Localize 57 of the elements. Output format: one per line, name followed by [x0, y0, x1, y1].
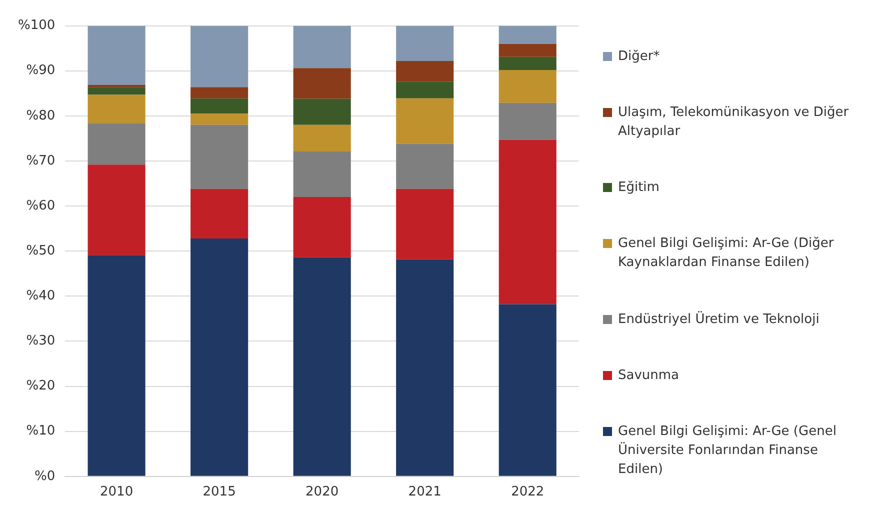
bar [88, 255, 146, 476]
y-tick-label: %20 [26, 378, 56, 394]
bar [498, 140, 556, 304]
bar [293, 98, 351, 125]
x-tick-label: 2022 [511, 484, 544, 500]
x-tick-label: 2020 [306, 484, 339, 500]
bar [396, 26, 454, 61]
y-tick-label: %100 [18, 18, 56, 34]
bar [88, 164, 146, 256]
legend-label: Endüstriyel Üretim ve Teknoloji [618, 310, 820, 329]
bar [190, 114, 248, 125]
bar [396, 98, 454, 144]
bar [88, 87, 146, 95]
bar [498, 102, 556, 140]
legend-label: Genel Bilgi Gelişimi: Ar-Ge (Genel Üniversite Fonlarından Finanse Edilen) [618, 423, 838, 480]
y-tick-label: %30 [26, 334, 56, 349]
bar [498, 44, 556, 57]
y-tick-label: %70 [26, 153, 56, 168]
bar [396, 144, 454, 189]
bar [190, 124, 248, 189]
x-tick-label: 2021 [408, 484, 442, 500]
y-tick-label: %40 [26, 288, 56, 304]
y-tick-label: %0 [34, 468, 56, 484]
bar [293, 124, 351, 152]
bar [498, 70, 556, 103]
bar [498, 304, 556, 476]
bar [88, 123, 146, 165]
bar [190, 98, 248, 114]
bar [396, 188, 454, 260]
legend-label: Diğer* [618, 48, 660, 66]
y-tick-label: %50 [26, 243, 56, 258]
legend-label: Savunma [618, 367, 680, 386]
legend-label: Genel Bilgi Gelişimi: Ar-Ge (Diğer Kaynaklardan Finanse Edilen) [618, 235, 835, 272]
legend-label: Ulaşım, Telekomünikasyon ve Diğer Altyapılar [618, 104, 850, 141]
bar [396, 60, 454, 82]
bar [396, 82, 454, 98]
bar [293, 26, 351, 68]
legend-label: Eğitim [618, 179, 660, 198]
bar [498, 56, 556, 70]
bar [396, 259, 454, 476]
bar [293, 152, 351, 198]
y-tick-label: %80 [26, 108, 56, 124]
y-tick-label: %60 [26, 198, 56, 214]
bar [88, 94, 146, 124]
x-tick-label: 2015 [202, 484, 236, 500]
bar [190, 238, 248, 476]
bar [190, 26, 248, 88]
bar [190, 87, 248, 98]
bar [293, 197, 351, 258]
y-tick-label: %90 [26, 63, 56, 78]
y-tick-label: %10 [26, 424, 56, 439]
bar [498, 26, 556, 44]
x-tick-label: 2010 [100, 484, 134, 500]
bar [293, 68, 351, 99]
bar [293, 257, 351, 476]
bar [190, 188, 248, 238]
bar [88, 26, 146, 85]
